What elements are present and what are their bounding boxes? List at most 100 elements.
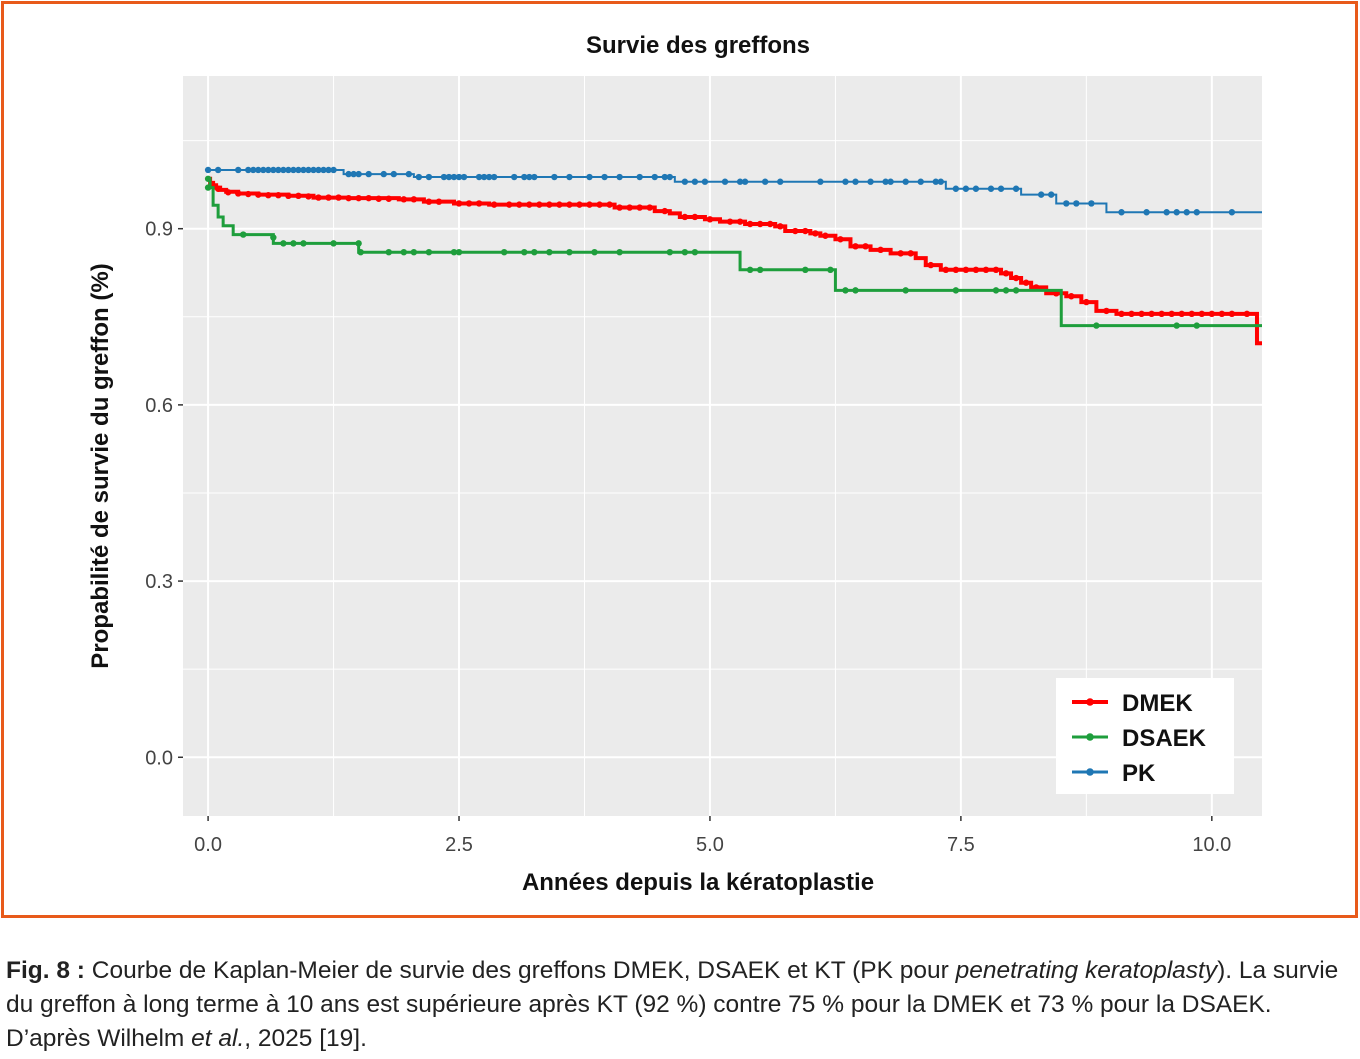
censor-point-dmek (1103, 307, 1110, 315)
censor-point-dmek (852, 243, 859, 250)
censor-point-pk (661, 173, 668, 181)
censor-point-dmek (942, 266, 950, 274)
censor-point-dmek (962, 266, 970, 274)
x-tick-label: 0.0 (194, 834, 222, 856)
censor-point-dmek (606, 201, 613, 208)
censor-point-dmek (385, 195, 392, 202)
censor-point-dmek (214, 185, 222, 192)
censor-point-dmek (506, 201, 513, 208)
censor-point-pk (531, 173, 538, 181)
censor-point-dmek (812, 230, 819, 237)
censor-point-dmek (1178, 310, 1185, 318)
caption-italic-2: et al. (191, 1025, 245, 1052)
censor-point-dsaek (756, 266, 764, 274)
censor-point-pk (937, 178, 945, 185)
x-axis: 0.0 2.5 5.0 7.5 10.0 (194, 816, 1231, 856)
censor-point-dmek (475, 200, 483, 207)
censor-point-pk (867, 178, 874, 185)
censor-point-pk (1012, 185, 1020, 192)
censor-point-dsaek (902, 287, 909, 294)
censor-point-dmek (400, 196, 408, 203)
censor-point-pk (285, 166, 292, 174)
series-pk (204, 166, 1262, 216)
censor-point-pk (1183, 209, 1190, 216)
censor-point-pk (887, 178, 894, 185)
censor-point-dsaek (500, 248, 508, 256)
censor-point-dsaek (531, 248, 538, 256)
censor-point-dmek (315, 194, 322, 201)
censor-point-dsaek (746, 266, 754, 274)
censor-point-pk (1118, 209, 1125, 216)
y-tick-label: 0.0 (145, 747, 173, 769)
censor-point-pk (962, 185, 970, 192)
censor-point-dsaek (827, 266, 834, 274)
figure-frame: Survie des greffons 0.0 2.5 5.0 7.5 10.0 0.0… (1, 1, 1358, 918)
censor-point-dsaek (385, 248, 392, 256)
censor-point-pk (521, 173, 528, 181)
censor-point-pk (275, 166, 282, 174)
censor-point-dmek (802, 227, 809, 235)
censor-point-dmek (1158, 310, 1165, 318)
censor-point-pk (1088, 200, 1095, 207)
x-axis-label: Années depuis la kératoplastie (522, 869, 874, 896)
censor-point-dmek (1022, 279, 1030, 286)
censor-point-dsaek (1012, 287, 1020, 294)
censor-point-pk (235, 166, 242, 174)
legend-label-dmek: DMEK (1122, 690, 1193, 717)
censor-point-dmek (355, 194, 362, 202)
censor-point-pk (250, 166, 257, 174)
censor-point-dmek (265, 192, 272, 199)
censor-point-pk (245, 166, 252, 174)
censor-point-pk (260, 166, 267, 174)
censor-point-dmek (646, 204, 653, 211)
censor-point-dsaek (450, 248, 458, 256)
censor-point-dmek (1168, 310, 1175, 318)
caption-text-1: Courbe de Kaplan-Meier de survie des gre… (84, 957, 956, 984)
y-tick-label: 0.6 (145, 395, 173, 417)
censor-point-pk (425, 173, 433, 181)
censor-point-dmek (616, 204, 623, 211)
censor-point-dmek (526, 201, 533, 208)
censor-point-dmek (1002, 270, 1010, 277)
censor-point-dmek (877, 246, 884, 254)
censor-point-pk (601, 173, 608, 181)
censor-point-dsaek (691, 248, 699, 256)
censor-point-dsaek (357, 248, 364, 256)
censor-point-pk (325, 166, 332, 174)
censor-point-dmek (897, 250, 904, 257)
censor-point-dmek (736, 218, 744, 225)
censor-point-dmek (1118, 310, 1125, 318)
censor-point-dmek (1208, 310, 1216, 318)
censor-point-dsaek (852, 287, 859, 294)
censor-point-pk (295, 166, 302, 174)
censor-point-dmek (455, 200, 463, 207)
censor-point-dsaek (1093, 322, 1100, 329)
censor-point-pk (365, 170, 372, 178)
censor-point-pk (761, 178, 769, 185)
censor-point-pk (636, 173, 643, 181)
censor-point-pk (475, 173, 483, 181)
censor-point-dmek (792, 227, 799, 235)
censor-point-dmek (1138, 310, 1145, 318)
censor-point-dsaek (290, 240, 297, 247)
censor-point-dmek (295, 192, 302, 200)
censor-point-dmek (345, 194, 352, 202)
censor-point-dsaek (300, 240, 307, 247)
series-line-dsaek (208, 177, 1262, 328)
censor-point-pk (952, 185, 960, 192)
censor-point-dmek (546, 201, 553, 208)
legend-key-point-dmek (1086, 698, 1094, 706)
censor-point-dsaek (1193, 322, 1200, 329)
censor-point-pk (450, 173, 458, 181)
censor-point-dmek (435, 198, 443, 205)
censor-point-dmek (255, 191, 262, 198)
censor-point-dsaek (204, 175, 212, 182)
censor-point-dsaek (952, 287, 960, 294)
legend-label-pk: PK (1122, 760, 1156, 787)
censor-point-pk (405, 170, 413, 178)
censor-point-dsaek (591, 248, 598, 256)
censor-point-pk (1173, 209, 1180, 216)
censor-point-dsaek (455, 248, 463, 256)
censor-point-dsaek (666, 248, 674, 256)
censor-point-pk (721, 178, 729, 185)
